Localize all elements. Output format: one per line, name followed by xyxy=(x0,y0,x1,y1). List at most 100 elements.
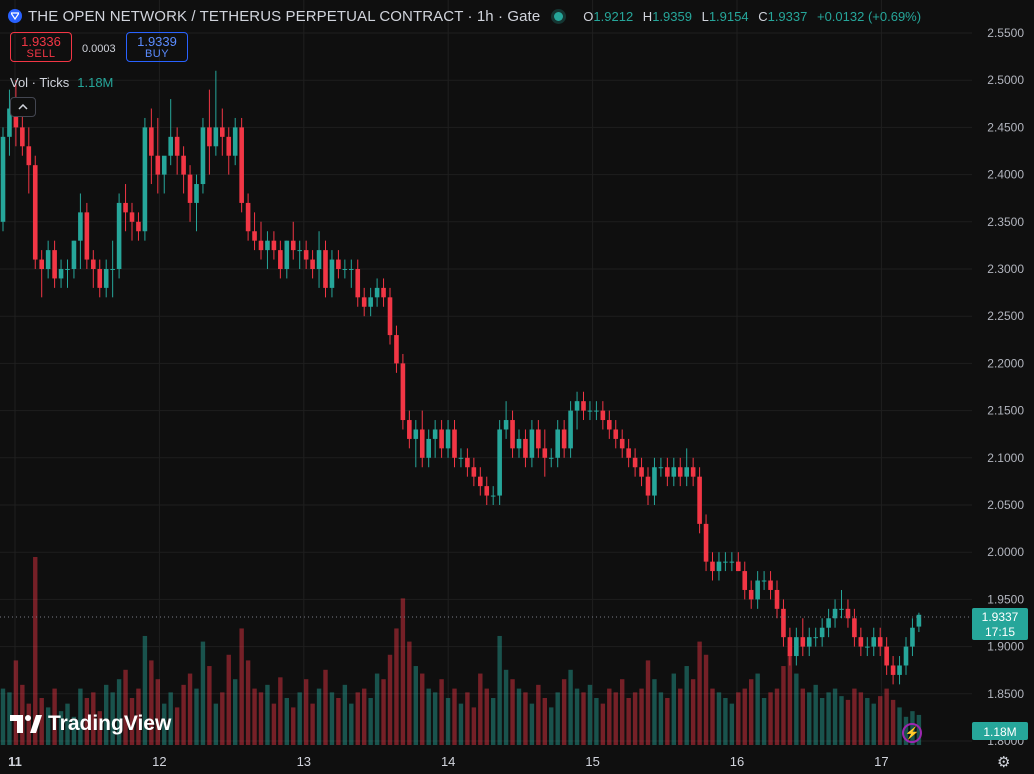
candle-body xyxy=(697,476,702,524)
candle xyxy=(187,165,193,222)
ohlc-readout: O1.9212 H1.9359 L1.9154 C1.9337 +0.0132 … xyxy=(577,9,921,24)
candle xyxy=(136,212,141,241)
volume-bar xyxy=(129,698,135,745)
candle xyxy=(890,656,896,685)
candle-body xyxy=(323,250,328,288)
candle-body xyxy=(361,297,367,307)
candle-body xyxy=(897,665,902,675)
volume-bar xyxy=(303,679,309,745)
volume-bar xyxy=(755,673,760,745)
candle xyxy=(161,155,167,194)
settings-gear-icon[interactable]: ⚙ xyxy=(997,754,1011,771)
volume-legend[interactable]: Vol · Ticks 1.18M xyxy=(10,75,113,90)
volume-bar xyxy=(226,654,231,745)
candle-body xyxy=(413,429,419,439)
volume-bar xyxy=(407,641,412,745)
sell-button[interactable]: 1.9336 SELL xyxy=(10,32,72,62)
candle-body xyxy=(116,202,122,269)
candle xyxy=(916,612,922,633)
volume-bar xyxy=(155,679,160,745)
candle-body xyxy=(710,561,715,572)
volume-bar xyxy=(568,669,573,745)
volume-bar xyxy=(220,692,225,745)
volume-bar xyxy=(71,716,77,745)
candle xyxy=(542,429,548,477)
volume-bar xyxy=(316,688,322,745)
volume-bar xyxy=(439,679,444,745)
candle xyxy=(265,231,270,269)
candle-body xyxy=(329,259,335,288)
lightning-icon[interactable]: ⚡ xyxy=(902,723,922,743)
volume-bar xyxy=(742,688,747,745)
candle-body xyxy=(858,637,864,647)
candle-body xyxy=(458,457,464,459)
volume-bar xyxy=(362,688,367,745)
candle-body xyxy=(129,212,135,222)
volume-bar xyxy=(278,677,283,745)
volume-bar xyxy=(607,688,612,745)
candle xyxy=(587,401,593,421)
change-value: +0.0132 (+0.69%) xyxy=(816,8,922,24)
volume-bar xyxy=(65,703,70,745)
candle xyxy=(748,580,754,609)
candle xyxy=(826,608,831,638)
candle xyxy=(774,580,780,619)
candle-body xyxy=(529,429,535,458)
candle-body xyxy=(826,618,831,628)
candle-body xyxy=(303,250,309,260)
candle-body xyxy=(13,108,19,128)
candle xyxy=(729,552,735,572)
y-tick-label: 2.4000 xyxy=(987,168,1024,182)
buy-label: BUY xyxy=(144,48,170,60)
volume-bar xyxy=(858,692,864,745)
tradingview-logo[interactable]: TradingView xyxy=(10,712,171,736)
candle xyxy=(452,420,457,468)
candle xyxy=(252,212,257,251)
candle-body xyxy=(342,269,348,270)
volume-legend-name: Vol · Ticks xyxy=(10,75,70,90)
candle xyxy=(548,448,554,468)
candlestick-series xyxy=(0,70,922,685)
candle xyxy=(555,420,560,468)
y-tick-label: 2.3000 xyxy=(987,262,1024,276)
candle xyxy=(471,457,477,487)
candle xyxy=(703,514,709,572)
candle-body xyxy=(439,429,444,449)
volume-bar xyxy=(471,707,477,745)
volume-bar xyxy=(594,698,599,745)
candle xyxy=(110,240,115,298)
sell-price: 1.9336 xyxy=(21,34,61,49)
candle-body xyxy=(536,429,541,449)
candle xyxy=(207,89,212,175)
candle xyxy=(374,278,380,307)
buy-button[interactable]: 1.9339 BUY xyxy=(126,32,188,62)
candle-body xyxy=(226,136,232,156)
collapse-chevron-icon[interactable] xyxy=(10,97,36,117)
volume-bar xyxy=(104,684,109,745)
volume-bar xyxy=(626,698,631,745)
y-tick-label: 2.2500 xyxy=(987,309,1024,323)
symbol-title[interactable]: THE OPEN NETWORK / TETHERUS PERPETUAL CO… xyxy=(28,7,541,25)
candle xyxy=(65,259,70,288)
volume-bar xyxy=(58,711,64,745)
candle xyxy=(7,89,12,156)
candle-body xyxy=(548,457,554,459)
candle xyxy=(381,278,386,307)
candle-body xyxy=(316,250,322,269)
candle xyxy=(574,391,580,430)
volume-bar xyxy=(684,666,689,745)
volume-bar xyxy=(33,557,38,745)
candle xyxy=(413,420,419,468)
volume-bar xyxy=(800,688,805,745)
volume-bar xyxy=(374,673,380,745)
volume-bar xyxy=(200,641,206,745)
x-tick-label: 14 xyxy=(441,754,455,769)
volume-bar xyxy=(13,660,19,745)
volume-bar xyxy=(826,692,831,745)
volume-bar xyxy=(632,692,638,745)
time-axis[interactable]: 11 12 13 14 15 16 17 xyxy=(8,754,889,769)
candle xyxy=(194,174,199,232)
candle xyxy=(458,448,464,468)
y-tick-label: 2.1500 xyxy=(987,404,1024,418)
